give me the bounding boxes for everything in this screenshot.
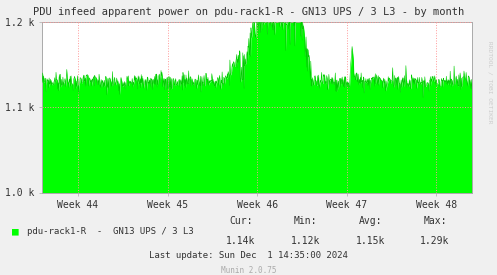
Text: Last update: Sun Dec  1 14:35:00 2024: Last update: Sun Dec 1 14:35:00 2024 (149, 251, 348, 260)
Text: 1.12k: 1.12k (291, 236, 321, 246)
Text: Min:: Min: (294, 216, 318, 226)
Text: 1.14k: 1.14k (226, 236, 256, 246)
Text: Avg:: Avg: (358, 216, 382, 226)
Text: PDU infeed apparent power on pdu-rack1-R - GN13 UPS / 3 L3 - by month: PDU infeed apparent power on pdu-rack1-R… (33, 7, 464, 17)
Text: 1.29k: 1.29k (420, 236, 450, 246)
Text: RRDTOOL / TOBI OETIKER: RRDTOOL / TOBI OETIKER (487, 41, 492, 124)
Text: Munin 2.0.75: Munin 2.0.75 (221, 266, 276, 275)
Text: Cur:: Cur: (229, 216, 253, 226)
Text: pdu-rack1-R  -  GN13 UPS / 3 L3: pdu-rack1-R - GN13 UPS / 3 L3 (27, 227, 194, 235)
Y-axis label: VA: VA (0, 101, 2, 114)
Text: Max:: Max: (423, 216, 447, 226)
Text: ■: ■ (12, 226, 19, 236)
Text: 1.15k: 1.15k (355, 236, 385, 246)
